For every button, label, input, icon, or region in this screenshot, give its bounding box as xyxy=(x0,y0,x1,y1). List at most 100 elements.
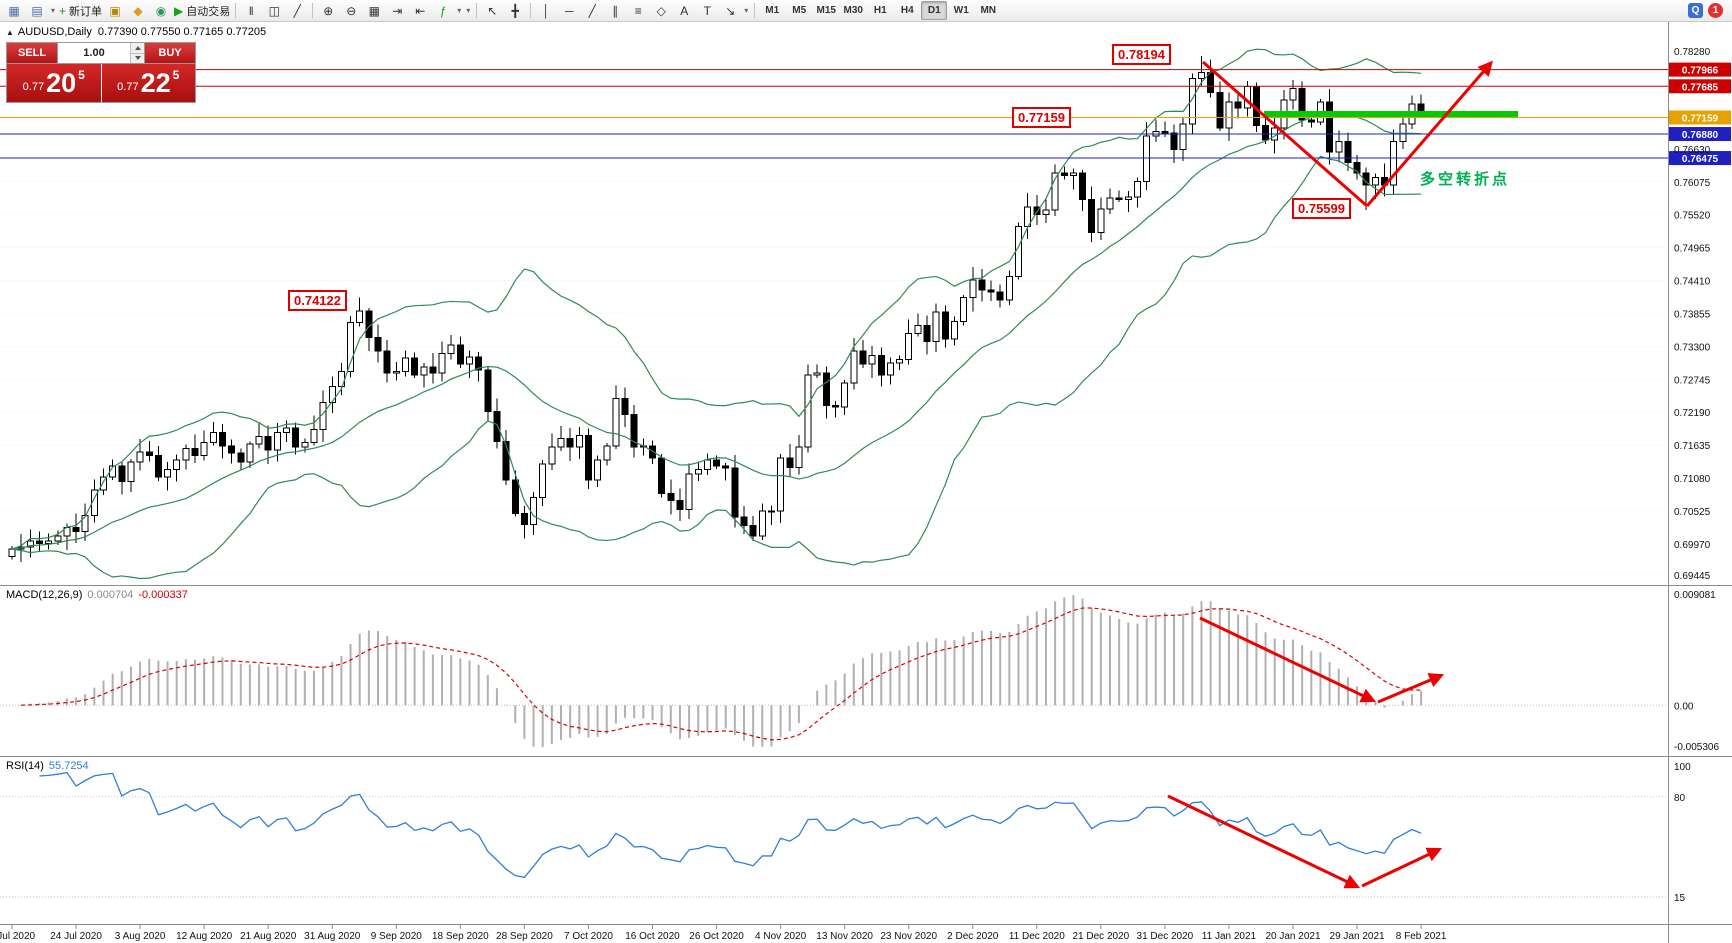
one-click-trading-panel: SELL BUY 0.77 20 5 0.77 22 5 xyxy=(6,42,196,103)
price-callout[interactable]: 0.78194 xyxy=(1112,44,1171,65)
cursor-icon[interactable]: ↖ xyxy=(481,1,503,21)
candle-body xyxy=(612,398,620,447)
price-tick-label: 0.71635 xyxy=(1674,441,1711,452)
timeframe-m5[interactable]: M5 xyxy=(792,5,807,16)
time-scale[interactable] xyxy=(0,925,1668,943)
arrows-icon[interactable]: ↘ xyxy=(719,1,741,21)
price-tick-label: 0.74965 xyxy=(1674,244,1711,255)
profiles-icon[interactable]: ▤ xyxy=(26,1,48,21)
candle-body xyxy=(960,297,968,322)
toolbar-separator xyxy=(476,3,478,18)
candle-body xyxy=(630,414,638,448)
trend-arrow[interactable] xyxy=(1202,60,1368,208)
horizontal-line-icon[interactable]: ─ xyxy=(558,1,580,21)
candle-body xyxy=(722,465,730,469)
trendline-icon[interactable]: ╱ xyxy=(581,1,603,21)
zoom-out-icon[interactable]: ⊖ xyxy=(340,1,362,21)
candle-body xyxy=(1353,162,1361,174)
candle-body xyxy=(987,289,995,293)
candle-body xyxy=(1161,131,1169,134)
macd-scale-label: 0.009081 xyxy=(1674,590,1716,601)
timeframe-mn[interactable]: MN xyxy=(980,5,997,16)
tile-windows-icon: ▦ xyxy=(368,3,380,18)
lot-stepper[interactable] xyxy=(130,43,144,63)
turning-point-note[interactable]: 多空转折点 xyxy=(1420,171,1511,188)
vertical-line-icon[interactable]: │ xyxy=(535,1,557,21)
candle-body xyxy=(649,445,656,459)
history-center-icon[interactable]: ◉ xyxy=(150,1,172,21)
rsi-scale-label: 80 xyxy=(1674,793,1686,804)
dropdown-caret-icon[interactable]: ▾ xyxy=(457,6,462,15)
fibonacci-icon[interactable]: ≡ xyxy=(627,1,649,21)
new-chart-icon[interactable]: ▦ xyxy=(3,1,25,21)
shapes-icon[interactable]: ◇ xyxy=(650,1,672,21)
dropdown-caret-icon[interactable]: ▾ xyxy=(744,6,749,15)
trend-arrow[interactable] xyxy=(1167,794,1361,889)
trend-arrow[interactable] xyxy=(1365,60,1493,207)
timeframe-h4[interactable]: H4 xyxy=(900,5,914,16)
candle-body xyxy=(209,431,217,443)
price-scale[interactable] xyxy=(1668,22,1732,924)
dropdown-caret-icon[interactable]: ▾ xyxy=(466,6,471,15)
dropdown-caret-icon[interactable]: ▾ xyxy=(50,6,55,15)
arrows-icon: ↘ xyxy=(725,3,736,18)
bollinger-upper-band xyxy=(11,48,1422,550)
lot-size-input[interactable] xyxy=(58,43,130,63)
timeframe-m1[interactable]: M1 xyxy=(765,5,780,16)
buy-button[interactable]: 0.77 22 5 xyxy=(101,64,195,102)
indicators-icon[interactable]: ƒ xyxy=(432,1,454,21)
rsi-value: 55.7254 xyxy=(48,760,89,772)
collapse-oneclick-icon[interactable]: ▲ xyxy=(6,28,14,37)
text-icon[interactable]: A xyxy=(673,1,695,21)
candle-body xyxy=(1033,206,1041,216)
candle-body xyxy=(1335,141,1343,153)
new-order-button[interactable]: + 新订单 xyxy=(58,1,103,21)
crosshair-icon[interactable]: ╋ xyxy=(504,1,526,21)
candle-body xyxy=(1005,275,1013,301)
price-callout[interactable]: 0.74122 xyxy=(288,290,347,311)
terminal-icon[interactable]: ▣ xyxy=(104,1,126,21)
price-callout[interactable]: 0.75599 xyxy=(1292,198,1351,219)
lot-decrement-icon[interactable] xyxy=(131,52,144,63)
candle-body xyxy=(392,370,400,374)
autotrading-button[interactable]: ▶ 自动交易 xyxy=(173,1,231,21)
price-tag xyxy=(1669,127,1731,142)
candle-body xyxy=(914,325,922,334)
candle-body xyxy=(685,473,693,510)
candle-body xyxy=(429,366,437,374)
trend-arrow[interactable] xyxy=(1199,616,1377,703)
timeframe-m30[interactable]: M30 xyxy=(843,5,863,16)
timeframe-m15[interactable]: M15 xyxy=(816,5,836,16)
text-label-icon[interactable]: T xyxy=(696,1,718,21)
trend-arrow[interactable] xyxy=(1361,847,1443,888)
macd-signal-line xyxy=(21,607,1422,741)
date-label: 3 Aug 2020 xyxy=(115,931,166,942)
candle-body xyxy=(1179,123,1187,150)
notification-badge[interactable]: 1 xyxy=(1708,3,1723,18)
cursor-icon: ↖ xyxy=(487,3,498,18)
bar-chart-icon[interactable]: ‖ xyxy=(240,1,262,21)
zoom-out-icon: ⊖ xyxy=(346,3,357,18)
sell-button[interactable]: 0.77 20 5 xyxy=(7,64,102,102)
candle-body xyxy=(154,454,162,478)
metaeditor-icon[interactable]: ◆ xyxy=(127,1,149,21)
candlestick-chart-icon[interactable]: ◫ xyxy=(263,1,285,21)
tile-windows-icon[interactable]: ▦ xyxy=(363,1,385,21)
zoom-in-icon[interactable]: ⊕ xyxy=(317,1,339,21)
price-tag xyxy=(1669,79,1731,94)
timeframe-w1[interactable]: W1 xyxy=(953,5,969,16)
timeframe-h1[interactable]: H1 xyxy=(873,5,887,16)
auto-scroll-icon[interactable]: ⇥ xyxy=(386,1,408,21)
trend-arrow[interactable] xyxy=(1377,673,1445,704)
candle-body xyxy=(26,540,34,548)
community-icon[interactable]: Q xyxy=(1688,3,1703,18)
equidistant-channel-icon[interactable]: ∥ xyxy=(604,1,626,21)
lot-increment-icon[interactable] xyxy=(131,43,144,53)
candle-body xyxy=(401,357,409,372)
timeframe-d1[interactable]: D1 xyxy=(921,1,948,20)
price-callout[interactable]: 0.77159 xyxy=(1012,107,1071,128)
line-chart-icon[interactable]: ╱ xyxy=(286,1,308,21)
chart-shift-icon[interactable]: ⇤ xyxy=(409,1,431,21)
